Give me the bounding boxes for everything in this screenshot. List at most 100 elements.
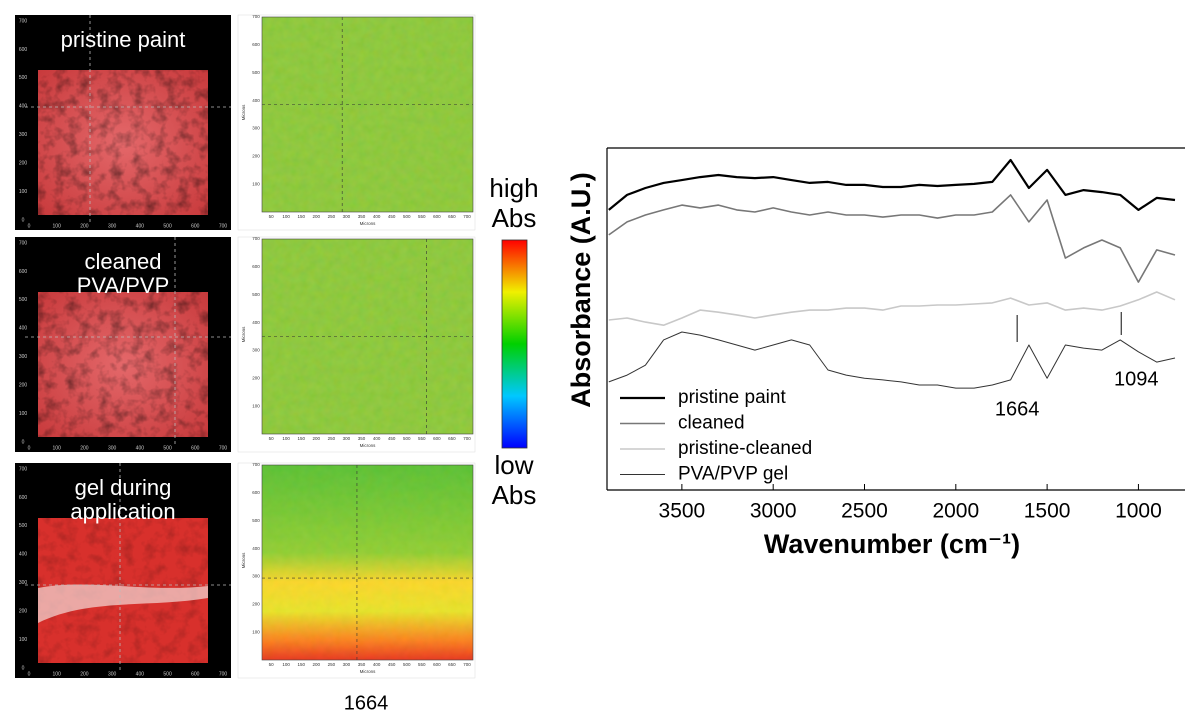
axis-tick-label: 200	[19, 608, 28, 614]
annotation-label: 1094	[1114, 368, 1159, 390]
axis-tick-label: 500	[19, 75, 28, 81]
axis-tick-label: 0	[28, 671, 31, 677]
axis-tick-label: 100	[19, 189, 28, 195]
axis-tick-label: 600	[191, 445, 200, 451]
axis-tick-label: 700	[463, 214, 471, 219]
panel-label: pristine paint	[61, 27, 186, 52]
axis-label: Microns	[360, 443, 377, 448]
axis-tick-label: 600	[19, 269, 28, 275]
map-frame	[261, 464, 474, 661]
axis-tick-label: 600	[252, 264, 260, 269]
axis-tick-label: 450	[388, 436, 396, 441]
panel-label: gel during	[75, 475, 172, 500]
axis-tick-label: 350	[358, 214, 366, 219]
axis-tick-label: 0	[28, 445, 31, 451]
axis-tick-label: 550	[418, 214, 426, 219]
axis-label: Microns	[241, 552, 246, 569]
axis-tick-label: 100	[53, 445, 62, 451]
axis-tick-label: 600	[19, 495, 28, 501]
axis-tick-label: 600	[433, 214, 441, 219]
axis-tick-label: 50	[269, 214, 275, 219]
axis-tick-label: 300	[252, 574, 260, 579]
x-axis-label: Wavenumber (cm⁻¹)	[764, 529, 1020, 559]
axis-tick-label: 150	[297, 214, 305, 219]
axis-tick-label: 600	[191, 671, 200, 677]
axis-tick-label: 400	[136, 445, 145, 451]
axis-tick-label: 200	[19, 382, 28, 388]
axis-tick-label: 200	[313, 214, 321, 219]
axis-tick-label: 400	[136, 671, 145, 677]
axis-tick-label: 400	[19, 326, 28, 332]
axis-tick-label: 100	[19, 637, 28, 643]
axis-tick-label: 550	[418, 662, 426, 667]
x-tick-label: 1500	[1024, 500, 1071, 523]
legend-label: cleaned	[678, 413, 745, 434]
axis-tick-label: 500	[403, 436, 411, 441]
axis-label: Microns	[360, 221, 377, 226]
paint-texture	[38, 70, 208, 215]
axis-tick-label: 650	[448, 436, 456, 441]
axis-tick-label: 400	[252, 320, 260, 325]
x-tick-label: 3000	[750, 500, 797, 523]
axis-tick-label: 200	[313, 662, 321, 667]
axis-tick-label: 600	[19, 47, 28, 53]
axis-tick-label: 350	[358, 662, 366, 667]
legend-label: pristine paint	[678, 387, 786, 408]
axis-tick-label: 300	[19, 580, 28, 586]
axis-tick-label: 300	[108, 671, 117, 677]
axis-tick-label: 500	[163, 223, 172, 229]
axis-tick-label: 600	[191, 223, 200, 229]
axis-tick-label: 100	[282, 214, 290, 219]
axis-tick-label: 400	[252, 98, 260, 103]
axis-tick-label: 400	[373, 214, 381, 219]
axis-label: Microns	[360, 669, 377, 674]
axis-tick-label: 200	[252, 153, 260, 158]
axis-tick-label: 400	[373, 662, 381, 667]
axis-tick-label: 700	[219, 223, 228, 229]
axis-tick-label: 700	[463, 662, 471, 667]
axis-tick-label: 700	[19, 466, 28, 472]
axis-tick-label: 400	[373, 436, 381, 441]
colorbar-label: high	[489, 173, 538, 203]
axis-tick-label: 650	[448, 214, 456, 219]
axis-tick-label: 300	[19, 354, 28, 360]
axis-tick-label: 200	[252, 375, 260, 380]
x-tick-label: 2500	[841, 500, 888, 523]
axis-label: Microns	[241, 326, 246, 343]
axis-tick-label: 300	[252, 348, 260, 353]
colorbar	[501, 239, 528, 449]
axis-tick-label: 50	[269, 662, 275, 667]
axis-tick-label: 650	[448, 662, 456, 667]
axis-tick-label: 100	[53, 223, 62, 229]
axis-tick-label: 700	[463, 436, 471, 441]
axis-tick-label: 300	[343, 662, 351, 667]
map-texture	[262, 17, 473, 212]
axis-tick-label: 450	[388, 662, 396, 667]
axis-tick-label: 500	[163, 445, 172, 451]
axis-tick-label: 250	[328, 436, 336, 441]
colorbar-label: Abs	[492, 480, 537, 510]
axis-tick-label: 300	[19, 132, 28, 138]
axis-tick-label: 600	[433, 436, 441, 441]
axis-tick-label: 450	[388, 214, 396, 219]
axis-tick-label: 700	[252, 236, 260, 241]
map-frame	[261, 16, 474, 213]
x-tick-label: 1000	[1115, 500, 1162, 523]
axis-tick-label: 0	[22, 217, 25, 223]
spectrum-line	[608, 331, 1176, 389]
axis-tick-label: 0	[28, 223, 31, 229]
spectrum-line	[608, 158, 1176, 211]
axis-tick-label: 500	[252, 70, 260, 75]
axis-tick-label: 400	[136, 223, 145, 229]
axis-tick-label: 50	[269, 436, 275, 441]
legend-label: pristine-cleaned	[678, 438, 812, 459]
axis-tick-label: 700	[219, 445, 228, 451]
paint-texture	[38, 292, 208, 437]
panel-label: cleaned	[84, 249, 161, 274]
colorbar-label: Abs	[492, 203, 537, 233]
axis-tick-label: 350	[358, 436, 366, 441]
axis-tick-label: 200	[252, 601, 260, 606]
axis-tick-label: 0	[22, 439, 25, 445]
axis-tick-label: 300	[108, 223, 117, 229]
axis-tick-label: 600	[433, 662, 441, 667]
